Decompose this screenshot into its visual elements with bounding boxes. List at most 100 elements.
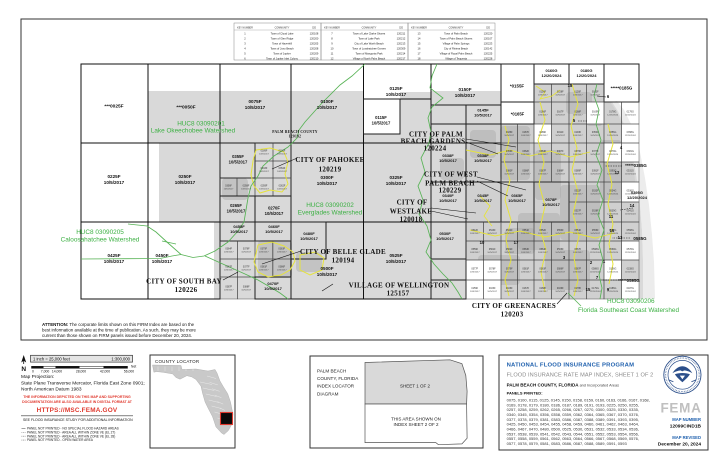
svg-text:0364F: 0364F [225, 247, 232, 250]
svg-text:10/5/2017: 10/5/2017 [538, 233, 549, 235]
svg-text:10/5/2017: 10/5/2017 [259, 269, 270, 271]
svg-text:0386F: 0386F [522, 169, 529, 172]
svg-text:10/5/2017: 10/5/2017 [317, 105, 338, 110]
svg-text:11: 11 [609, 214, 614, 219]
svg-text:Village of Tequesta: Village of Tequesta [445, 57, 467, 61]
svg-text:10/5/2017: 10/5/2017 [590, 213, 601, 215]
svg-text:28,000: 28,000 [76, 369, 86, 373]
svg-text:120214: 120214 [397, 52, 406, 56]
svg-text:12/20/2024: 12/20/2024 [576, 73, 597, 78]
svg-text:12/20/2024: 12/20/2024 [607, 154, 619, 156]
svg-text:17: 17 [514, 240, 519, 245]
svg-text:10/5/2017: 10/5/2017 [224, 289, 235, 291]
svg-text:10/5/2017: 10/5/2017 [521, 252, 532, 254]
svg-text:0391F: 0391F [592, 169, 599, 172]
svg-text:*****0595G: *****0595G [618, 278, 640, 283]
svg-text:***0025F: ***0025F [104, 104, 123, 110]
svg-text:0300F: 0300F [320, 175, 333, 180]
svg-text:Village of North Palm Beach: Village of North Palm Beach [353, 57, 386, 61]
svg-text:12/20/2024: 12/20/2024 [625, 271, 637, 273]
svg-text:10/5/2017: 10/5/2017 [386, 259, 407, 264]
svg-text:0578F: 0578F [489, 267, 496, 270]
svg-text:DOCUMENTATION ARE ALSO AVAILAB: DOCUMENTATION ARE ALSO AVAILABLE IN DIGI… [22, 400, 133, 404]
svg-text:INDEX LOCATOR: INDEX LOCATOR [317, 384, 355, 389]
svg-text:0362F: 0362F [522, 150, 529, 153]
svg-text:0365F: 0365F [511, 193, 523, 198]
svg-text:10/5/2017: 10/5/2017 [573, 154, 584, 156]
svg-text:City of Lake Worth Beach: City of Lake Worth Beach [354, 42, 384, 46]
svg-text:120213: 120213 [397, 42, 406, 46]
svg-text:0383F: 0383F [278, 247, 285, 250]
svg-text:10: 10 [331, 47, 334, 51]
svg-text:10/5/2017: 10/5/2017 [555, 233, 566, 235]
svg-text:10/5/2017: 10/5/2017 [224, 188, 235, 190]
svg-text:10/5/2017: 10/5/2017 [590, 114, 601, 116]
svg-text:0387F: 0387F [225, 285, 232, 288]
svg-text:0193F: 0193F [574, 131, 581, 134]
svg-text:CITY OF PAHOKEE: CITY OF PAHOKEE [295, 156, 364, 164]
svg-text:10/5/2017: 10/5/2017 [573, 114, 584, 116]
svg-text:10/5/2017: 10/5/2017 [265, 211, 284, 216]
svg-text:HUC8 03090205: HUC8 03090205 [76, 229, 124, 236]
svg-text:10/5/2017: 10/5/2017 [439, 198, 458, 203]
svg-text:10/5/2017: 10/5/2017 [521, 291, 532, 293]
svg-text:City of Riviera Beach: City of Riviera Beach [444, 47, 469, 51]
svg-text:10/5/2017: 10/5/2017 [245, 105, 266, 110]
svg-text:10/5/2017: 10/5/2017 [555, 252, 566, 254]
svg-text:8: 8 [331, 37, 333, 41]
svg-text:10/5/2017: 10/5/2017 [241, 269, 252, 271]
svg-text:120210: 120210 [310, 57, 319, 61]
svg-text:10/5/2017: 10/5/2017 [573, 94, 584, 96]
svg-text:120228: 120228 [484, 57, 493, 61]
svg-text:10/5/2017: 10/5/2017 [487, 291, 498, 293]
svg-text:15: 15 [418, 42, 421, 46]
svg-text:*****0385G: *****0385G [625, 163, 647, 168]
svg-text:10/5/2017: 10/5/2017 [487, 252, 498, 254]
svg-text:12: 12 [615, 170, 620, 175]
svg-text:10/5/2017: 10/5/2017 [573, 173, 584, 175]
svg-text:THE INFORMATION DEPICTED ON TH: THE INFORMATION DEPICTED ON THIS MAP AND… [23, 395, 131, 399]
svg-text:0569G: 0569G [609, 248, 616, 251]
svg-text:0536G: 0536G [627, 189, 634, 192]
svg-text:feet: feet [131, 365, 136, 369]
svg-text:0588G: 0588G [592, 267, 599, 270]
svg-text:December 20, 2024: December 20, 2024 [658, 442, 702, 448]
svg-text:0325F: 0325F [389, 175, 402, 180]
svg-text:0558G: 0558G [627, 229, 634, 232]
svg-text:10/5/2017: 10/5/2017 [227, 208, 246, 213]
svg-text:Town of Palm Beach: Town of Palm Beach [444, 32, 468, 36]
svg-text:10/5/2017: 10/5/2017 [277, 171, 288, 173]
svg-text:HUC8 03090202: HUC8 03090202 [306, 202, 354, 209]
svg-text:0178G: 0178G [609, 110, 616, 113]
svg-text:0359F: 0359F [261, 184, 268, 187]
svg-text:12/20/2024: 12/20/2024 [607, 193, 619, 195]
svg-text:0358F: 0358F [243, 184, 250, 187]
svg-text:10/5/2017: 10/5/2017 [521, 233, 532, 235]
svg-text:0257, 0258, 0259, 0262, 0265,: 0257, 0258, 0259, 0262, 0265, 0266, 0267… [507, 407, 639, 412]
svg-text:12/20/2024: 12/20/2024 [590, 291, 602, 293]
svg-text:10/5/2017: 10/5/2017 [504, 135, 515, 137]
svg-text:13: 13 [418, 32, 421, 36]
svg-text:120192: 120192 [289, 135, 302, 139]
svg-text:0125F: 0125F [389, 86, 402, 91]
svg-text:10/5/2017: 10/5/2017 [487, 271, 498, 273]
svg-text:10/5/2017: 10/5/2017 [555, 271, 566, 273]
svg-text:PANEL NOT PRINTED - NO SPECIAL: PANEL NOT PRINTED - NO SPECIAL FLOOD HAZ… [27, 427, 119, 431]
svg-text:56,000: 56,000 [124, 369, 134, 373]
svg-text:0163F: 0163F [489, 287, 496, 290]
svg-text:PANEL NOT PRINTED - AREA ALL W: PANEL NOT PRINTED - AREA ALL WITHIN ZONE… [27, 430, 115, 434]
svg-text:0563F: 0563F [522, 248, 529, 251]
svg-text:Map Projection:: Map Projection: [21, 374, 54, 380]
svg-text:PANEL NOT PRINTED - AREA ALL W: PANEL NOT PRINTED - AREA ALL WITHIN ZONE… [27, 434, 115, 438]
svg-text:0075F: 0075F [248, 99, 261, 104]
svg-text:HUC8 03090206: HUC8 03090206 [607, 298, 655, 305]
svg-text:0541G: 0541G [627, 209, 634, 212]
svg-text:10/5/2017: 10/5/2017 [265, 229, 284, 234]
svg-text:120203: 120203 [501, 311, 524, 319]
svg-text:0166F: 0166F [506, 287, 513, 290]
svg-text:10/5/2017: 10/5/2017 [538, 291, 549, 293]
svg-text:0354F: 0354F [279, 167, 286, 170]
svg-text:120108: 120108 [310, 32, 319, 36]
svg-text:10/5/2017: 10/5/2017 [224, 269, 235, 271]
svg-text:Village of Palm Springs: Village of Palm Springs [443, 42, 470, 46]
